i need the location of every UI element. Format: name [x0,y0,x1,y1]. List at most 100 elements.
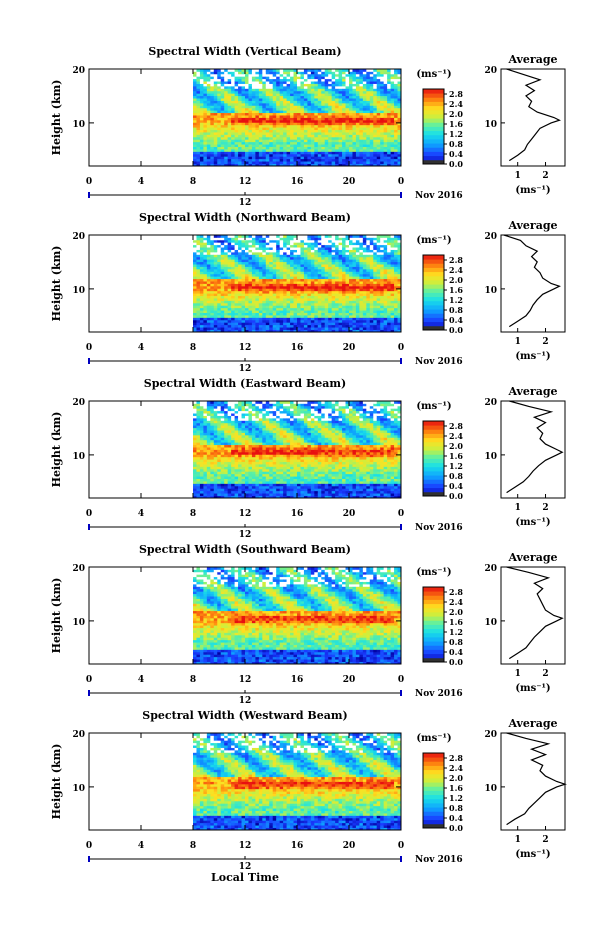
heatmap-cell [307,319,312,323]
heatmap-cell [387,305,391,309]
heatmap-cell [335,256,339,260]
heatmap-cell [362,71,367,75]
heatmap-cell [248,161,253,164]
heatmap-cell [220,302,225,306]
heatmap-cell [286,149,291,152]
heatmap-cell [258,293,263,297]
heatmap-cell [352,290,357,294]
heatmap-cell [383,268,388,272]
heatmap-cell [262,251,267,255]
heatmap-cell [238,83,242,87]
heatmap-cell [251,327,256,330]
heatmap-cell [303,158,308,162]
heatmap-cell [383,324,388,328]
heatmap-cell [314,88,319,92]
heatmap-cell [335,107,339,111]
heatmap-cell [245,144,249,147]
heatmap-cell [262,129,267,133]
heatmap-cell [328,127,333,131]
heatmap-cell [303,307,308,311]
heatmap-cell [394,329,398,333]
heatmap-cell [362,129,367,133]
heatmap-cell [220,235,225,238]
heatmap-cell [196,76,201,80]
heatmap-cell [227,266,232,270]
heatmap-cell [297,237,301,241]
heatmap-cell [220,146,225,150]
heatmap-cell [227,98,232,101]
heatmap-cell [376,85,381,89]
heatmap-cell [290,105,294,109]
heatmap-cell [307,112,312,116]
heatmap-cell [397,134,402,138]
heatmap-cell [206,134,211,138]
heatmap-cell [286,327,291,330]
heatmap-cell [362,95,367,99]
heatmap-cell [303,273,308,277]
heatmap-cell [394,98,398,101]
heatmap-cell [224,305,229,309]
heatmap-cell [359,107,364,111]
heatmap-cell [286,119,291,123]
heatmap-cell [300,264,305,267]
heatmap-cell [224,302,229,306]
heatmap-cell [220,251,225,255]
heatmap-cell [234,249,239,253]
heatmap-cell [366,85,371,89]
heatmap-cell [255,112,260,116]
heatmap-cell [262,136,267,140]
heatmap-cell [331,134,336,138]
heatmap-cell [220,281,225,284]
heatmap-cell [206,132,211,135]
heatmap-cell [193,115,197,118]
heatmap-cell [338,319,343,323]
heatmap-cell [324,156,329,160]
heatmap-cell [376,90,381,94]
heatmap-cell [317,256,322,260]
heatmap-cell [338,266,343,270]
heatmap-cell [324,310,329,313]
heatmap-cell [387,129,391,133]
heatmap-cell [290,161,294,164]
heatmap-cell [331,73,336,77]
heatmap-cell [272,156,277,160]
heatmap-cell [317,122,322,126]
heatmap-cell [265,298,270,301]
heatmap-cell [349,290,353,294]
heatmap-cell [373,244,378,248]
heatmap-cell [317,329,322,333]
heatmap-cell [196,247,201,250]
heatmap-cell [376,288,381,292]
heatmap-cell [199,288,204,292]
heatmap-cell [352,69,357,72]
heatmap-cell [206,153,211,157]
heatmap-cell [390,76,395,80]
colorbar-tick-label: 0.0 [449,325,463,335]
heatmap-cell [387,271,391,275]
heatmap-cell [258,319,263,323]
heatmap-cell [321,310,326,313]
heatmap-cell [387,83,391,87]
heatmap-cell [272,327,277,330]
heatmap-cell [390,266,395,270]
heatmap-cell [269,281,274,284]
heatmap-cell [380,312,385,316]
heatmap-cell [321,295,326,299]
heatmap-cell [338,244,343,248]
heatmap-cell [272,76,277,80]
heatmap-cell [255,158,260,162]
heatmap-cell [373,266,378,270]
heatmap-cell [342,112,346,116]
heatmap-cell [345,319,350,323]
heatmap-cell [387,122,391,126]
heatmap-cell [376,95,381,99]
heatmap-cell [335,239,339,243]
heatmap-cell [234,117,239,121]
heatmap-cell [314,317,319,321]
heatmap-cell [196,288,201,292]
heatmap-cell [355,242,360,246]
heatmap-cell [310,117,315,121]
heatmap-cell [335,317,339,321]
heatmap-cell [387,261,391,265]
heatmap-cell [387,237,391,241]
